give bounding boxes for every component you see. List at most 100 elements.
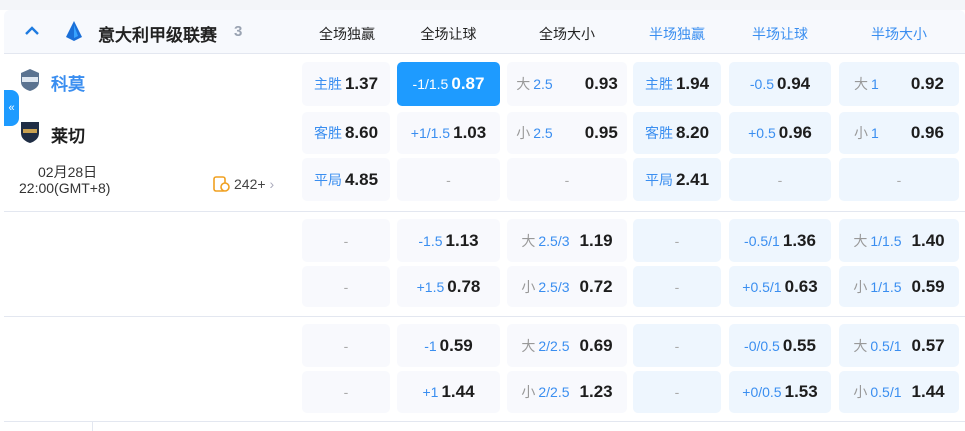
odds-cell[interactable]: -0.5/1 1.36 — [729, 219, 831, 262]
odds-cell: - — [302, 219, 390, 262]
odds-prefix: 大 — [516, 76, 531, 92]
odds-value: 1.44 — [441, 382, 475, 401]
odds-value: 1.37 — [344, 74, 379, 93]
odds-cell: - — [633, 219, 721, 262]
odds-value: 0.96 — [910, 123, 944, 142]
odds-cell: - — [729, 158, 831, 201]
odds-value: 0.59 — [439, 335, 473, 355]
league-header[interactable]: 意大利甲级联赛 3 全场独赢 全场让球 全场大小 半场独赢 半场让球 半场大小 — [4, 10, 965, 54]
chevron-right-icon: › — [269, 176, 275, 192]
odds-value: 1.53 — [784, 382, 818, 401]
odds-cell: - — [633, 266, 721, 307]
odds-value: 0.95 — [584, 123, 618, 142]
odds-line: 1 — [871, 125, 879, 141]
away-team-name[interactable]: 莱切 — [51, 127, 85, 146]
odds-value: 1.94 — [675, 74, 710, 93]
odds-value: 1.23 — [579, 382, 613, 401]
odds-cell[interactable]: 大 1/1.5 1.40 — [839, 219, 959, 262]
odds-line: +0.5/1 — [742, 278, 782, 295]
odds-value: 0.55 — [782, 335, 816, 355]
odds-cell[interactable]: 大 2/2.5 0.69 — [507, 324, 627, 367]
odds-line: 客胜 — [644, 125, 673, 141]
odds-line: 主胜 — [644, 76, 673, 92]
league-name: 意大利甲级联赛 — [98, 26, 217, 45]
column-header: 全场独赢 — [319, 26, 375, 42]
collapse-sidebar-button[interactable]: « — [4, 90, 19, 126]
odds-line: -1 — [424, 337, 437, 354]
odds-cell[interactable]: -0/0.5 0.55 — [729, 324, 831, 367]
odds-value: 2.41 — [675, 169, 710, 189]
empty-odds: - — [343, 278, 349, 295]
odds-cell: - — [507, 158, 627, 201]
empty-odds: - — [564, 171, 570, 188]
odds-line: -0.5 — [749, 76, 775, 92]
league-match-count: 3 — [234, 23, 243, 40]
odds-cell[interactable]: -1/1.5 0.87 — [397, 62, 500, 106]
odds-cell[interactable]: 主胜 1.94 — [633, 62, 721, 106]
odds-prefix: 大 — [521, 337, 536, 354]
odds-cell[interactable]: +1.5 0.78 — [397, 266, 500, 307]
empty-odds: - — [343, 337, 349, 354]
odds-cell[interactable]: 大 1 0.92 — [839, 62, 959, 106]
odds-value: 0.93 — [584, 74, 618, 93]
more-markets-link[interactable]: 242+ › — [213, 176, 274, 192]
column-header: 全场让球 — [420, 26, 477, 42]
odds-prefix: 大 — [854, 76, 869, 92]
odds-cell[interactable]: 客胜 8.60 — [302, 112, 390, 154]
odds-value: 0.59 — [911, 276, 945, 296]
odds-value: 1.40 — [911, 230, 945, 250]
odds-line: 0.5/1 — [870, 384, 902, 400]
odds-cell[interactable]: 大 2.5/3 1.19 — [507, 219, 627, 262]
odds-cell[interactable]: 小 1 0.96 — [839, 112, 959, 154]
odds-cell[interactable]: -1 0.59 — [397, 324, 500, 367]
odds-cell[interactable]: 平局 2.41 — [633, 158, 721, 201]
odds-value: 1.03 — [453, 123, 487, 142]
odds-cell[interactable]: +0/0.5 1.53 — [729, 371, 831, 413]
odds-cell[interactable]: 大 0.5/1 0.57 — [839, 324, 959, 367]
odds-line: +1.5 — [416, 278, 445, 295]
odds-value: 1.13 — [445, 230, 479, 250]
odds-cell[interactable]: +1/1.5 1.03 — [397, 112, 500, 154]
odds-line: -1/1.5 — [412, 76, 449, 92]
odds-value: 0.87 — [451, 74, 485, 93]
odds-value: 0.92 — [910, 74, 944, 93]
odds-line: 1/1.5 — [870, 278, 902, 295]
odds-line: 2.5 — [533, 76, 553, 92]
home-team-name[interactable]: 科莫 — [51, 75, 85, 94]
odds-cell: - — [302, 324, 390, 367]
empty-odds: - — [674, 232, 680, 249]
odds-cell[interactable]: 平局 4.85 — [302, 158, 390, 201]
odds-cell[interactable]: 小 2.5/3 0.72 — [507, 266, 627, 307]
odds-cell[interactable]: 小 1/1.5 0.59 — [839, 266, 959, 307]
odds-cell[interactable]: +0.5 0.96 — [729, 112, 831, 154]
empty-odds: - — [343, 232, 349, 249]
odds-value: 8.20 — [675, 123, 710, 142]
odds-line: 2/2.5 — [538, 337, 570, 354]
odds-cell[interactable]: 小 2/2.5 1.23 — [507, 371, 627, 413]
odds-cell[interactable]: 小 2.5 0.95 — [507, 112, 627, 154]
odds-line: 0.5/1 — [870, 337, 902, 354]
odds-line: +0/0.5 — [742, 384, 782, 400]
odds-cell[interactable]: +1 1.44 — [397, 371, 500, 413]
odds-value: 0.57 — [911, 335, 945, 355]
odds-cell[interactable]: 小 0.5/1 1.44 — [839, 371, 959, 413]
divider — [4, 421, 965, 422]
odds-value: 1.36 — [782, 230, 816, 250]
odds-prefix: 小 — [521, 278, 536, 295]
odds-cell[interactable]: -1.5 1.13 — [397, 219, 500, 262]
serie-a-logo-icon — [66, 21, 82, 41]
odds-cell[interactable]: 主胜 1.37 — [302, 62, 390, 106]
odds-cell[interactable]: 大 2.5 0.93 — [507, 62, 627, 106]
odds-cell[interactable]: +0.5/1 0.63 — [729, 266, 831, 307]
odds-value: 0.78 — [447, 276, 481, 296]
empty-odds: - — [674, 384, 680, 400]
odds-line: +1 — [422, 384, 439, 400]
chevron-up-icon[interactable] — [24, 23, 40, 39]
odds-cell: - — [839, 158, 959, 201]
odds-cell[interactable]: -0.5 0.94 — [729, 62, 831, 106]
empty-odds: - — [674, 337, 680, 354]
odds-value: 0.69 — [579, 335, 613, 355]
divider — [92, 421, 93, 431]
column-header: 半场让球 — [752, 26, 808, 42]
odds-cell[interactable]: 客胜 8.20 — [633, 112, 721, 154]
